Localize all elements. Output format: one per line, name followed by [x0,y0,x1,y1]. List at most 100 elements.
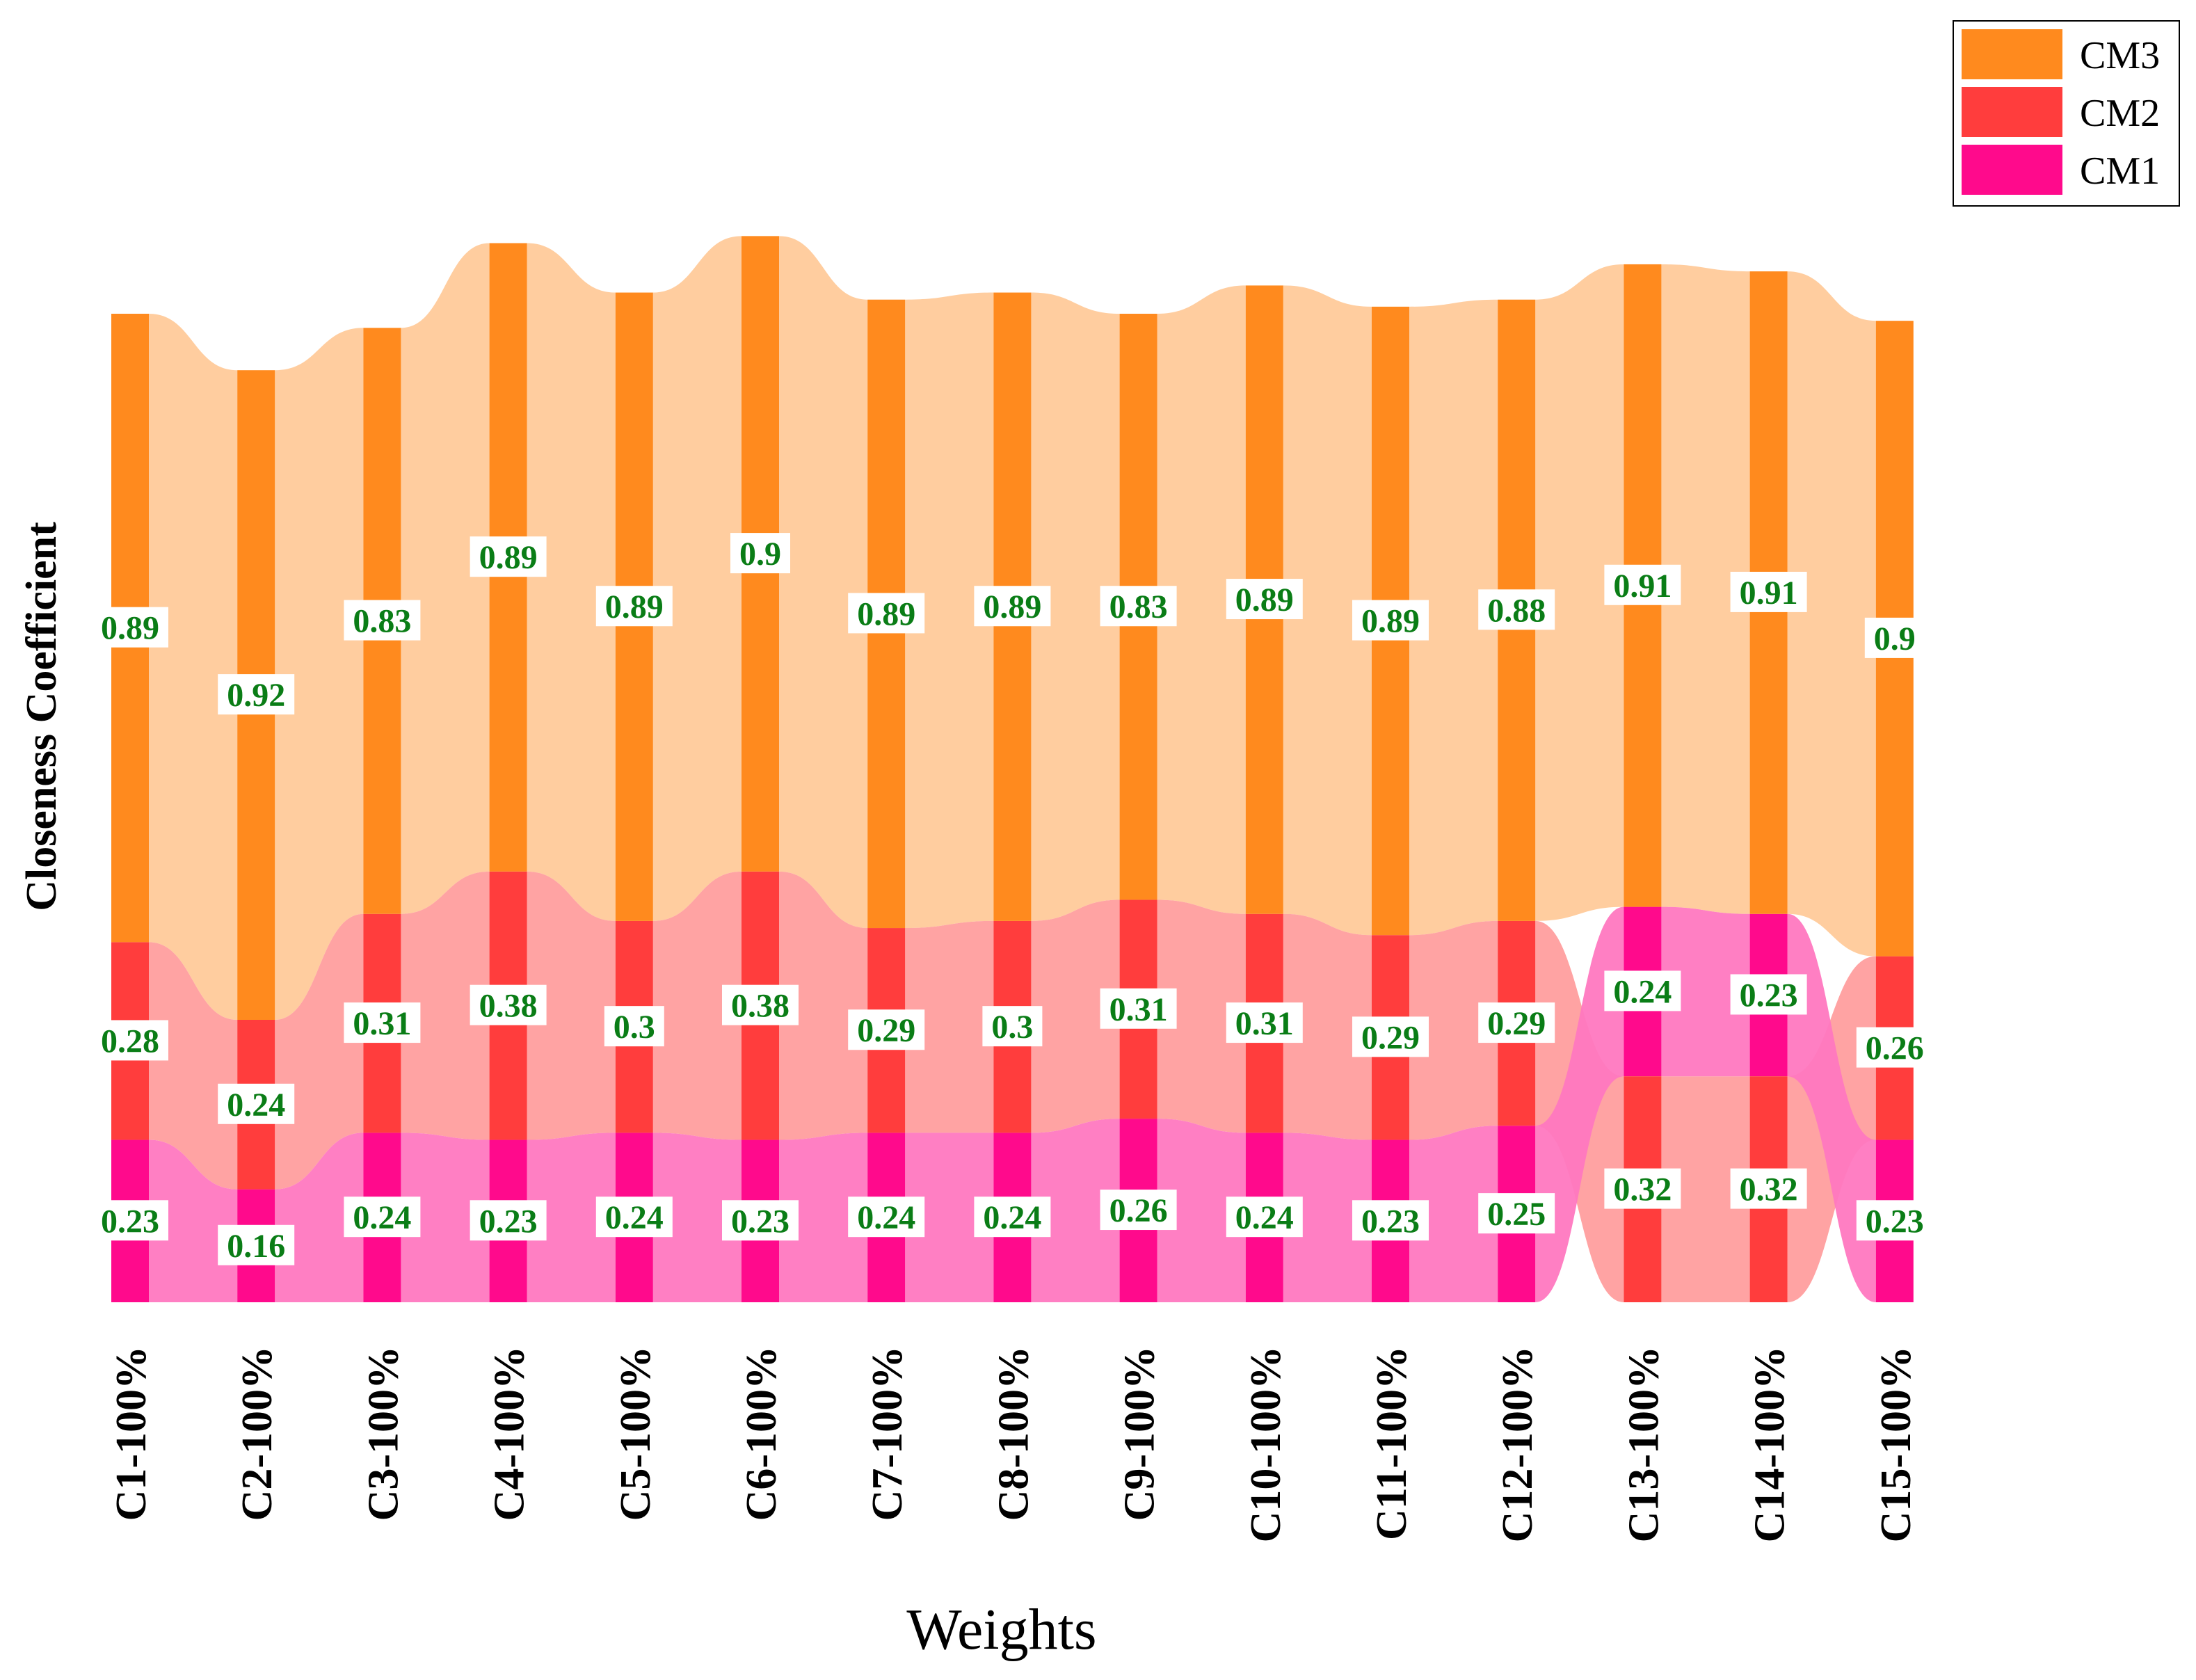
value-label-bg [848,1197,925,1238]
value-label-cm2: 0.38 [731,988,790,1025]
value-label-bg [1856,1200,1933,1241]
x-tick-label: C4-100% [486,1346,534,1521]
flow-cm3-3 [401,243,490,914]
value-label-cm1: 0.24 [983,1199,1041,1236]
value-label-cm3: 0.89 [1235,582,1294,618]
flow-cm3-11 [1409,299,1498,936]
value-label-bg [1352,600,1429,641]
flow-cm1-8 [1031,1119,1120,1302]
y-axis-title: Closeness Coefficient [18,522,65,911]
flow-cm2-13 [1661,1076,1750,1302]
value-label-cm1: 0.23 [1361,1203,1420,1240]
value-label-cm1: 0.23 [731,1203,790,1240]
value-label-bg [848,1009,925,1050]
value-label-bg [92,1020,168,1061]
flow-cm3-4 [527,243,616,921]
value-label-bg [92,607,168,648]
value-label-cm1: 0.23 [1866,1203,1924,1240]
flow-cm3-7 [905,292,994,929]
value-label-cm2: 0.31 [353,1005,411,1042]
value-label-bg [1226,1197,1303,1238]
flow-cm3-14 [1787,271,1876,957]
value-label-bg [722,984,799,1025]
value-label-cm1: 0.24 [857,1199,915,1236]
x-tick-label: C7-100% [864,1346,911,1521]
x-tick-label: C9-100% [1116,1346,1164,1521]
flow-cm1-14 [1787,913,1876,1302]
flow-cm2-10 [1283,913,1372,1140]
value-label-bg [974,586,1051,627]
flow-cm2-6 [779,871,868,1140]
value-label-bg [1100,1190,1177,1231]
flow-cm1-2 [275,1133,364,1302]
value-label-bg [974,1197,1051,1238]
flow-cm1-10 [1283,1133,1372,1302]
value-label-cm1: 0.25 [1487,1196,1546,1233]
value-label-cm3: 0.92 [227,677,285,714]
value-label-cm3: 0.91 [1613,568,1672,605]
flow-cm1-6 [779,1133,868,1302]
value-label-cm1: 0.23 [101,1203,159,1240]
value-label-cm1: 0.24 [1613,973,1672,1010]
value-label-cm3: 0.89 [983,589,1041,625]
value-label-cm3: 0.9 [739,536,781,573]
x-tick-label: C6-100% [738,1346,785,1521]
value-label-cm2: 0.31 [1235,1005,1294,1042]
value-label-bg [470,536,547,577]
value-label-cm3: 0.89 [605,589,664,625]
value-label-bg [92,1200,168,1241]
value-label-cm1: 0.24 [605,1199,664,1236]
x-tick-label: C5-100% [612,1346,659,1521]
legend: CM3 CM2 CM1 [1953,20,2180,207]
legend-label-cm2: CM2 [2080,92,2160,135]
flow-cm3-6 [779,236,868,929]
x-axis-title: Weights [906,1597,1096,1662]
flow-cm2-1 [149,942,238,1190]
value-label-bg [218,1224,295,1265]
value-label-bg [1478,589,1555,630]
value-label-bg [1478,1002,1555,1043]
x-tick-label: C1-100% [108,1346,155,1521]
value-label-bg [1226,579,1303,620]
value-label-cm1: 0.26 [1109,1192,1168,1229]
x-tick-label: C11-100% [1368,1346,1416,1540]
value-labels: 0.23 0.28 0.89 0.16 0.24 0.92 0.24 0.31 0.83 0.23… [92,533,1933,1265]
flow-cm1-1 [149,1139,238,1302]
value-label-cm2: 0.3 [614,1009,655,1046]
x-tick-label: C15-100% [1873,1346,1920,1542]
flow-cm3-1 [149,314,238,1020]
value-label-cm1: 0.23 [479,1203,538,1240]
value-label-bg [344,1197,421,1238]
value-label-cm3: 0.91 [1740,575,1798,611]
value-label-bg [730,533,790,574]
value-label-bg [1856,1027,1933,1068]
value-label-bg [1352,1016,1429,1057]
value-label-bg [470,1200,547,1241]
value-label-bg [604,1006,664,1047]
value-label-cm3: 0.83 [1109,589,1168,625]
value-label-cm2: 0.28 [101,1023,159,1059]
flow-cm1-12 [1535,906,1624,1302]
value-label-bg [1730,571,1807,612]
x-tick-label: C13-100% [1620,1346,1667,1542]
value-label-bg [1352,1200,1429,1241]
legend-label-cm1: CM1 [2080,150,2160,193]
value-label-bg [1604,1168,1681,1209]
value-label-bg [218,1083,295,1124]
flow-cm3-9 [1157,285,1246,914]
value-label-cm3: 0.9 [1874,621,1916,657]
value-label-bg [1100,586,1177,627]
value-label-cm2: 0.29 [1361,1019,1420,1056]
flow-cm3-8 [1031,292,1120,921]
value-label-cm3: 0.89 [1361,603,1420,640]
flow-cm2-11 [1409,920,1498,1140]
value-label-bg [722,1200,799,1241]
flow-cm2-7 [905,920,994,1133]
x-tick-labels: C1-100% C2-100% C3-100% C4-100% C5-100% C6-10… [108,1346,1920,1542]
legend-swatch-cm2 [1962,87,2062,137]
x-tick-label: C14-100% [1747,1346,1794,1542]
flow-cm1-11 [1409,1126,1498,1302]
flow-cm3-5 [652,236,742,921]
value-label-bg [982,1006,1043,1047]
x-tick-label: C10-100% [1242,1346,1290,1542]
